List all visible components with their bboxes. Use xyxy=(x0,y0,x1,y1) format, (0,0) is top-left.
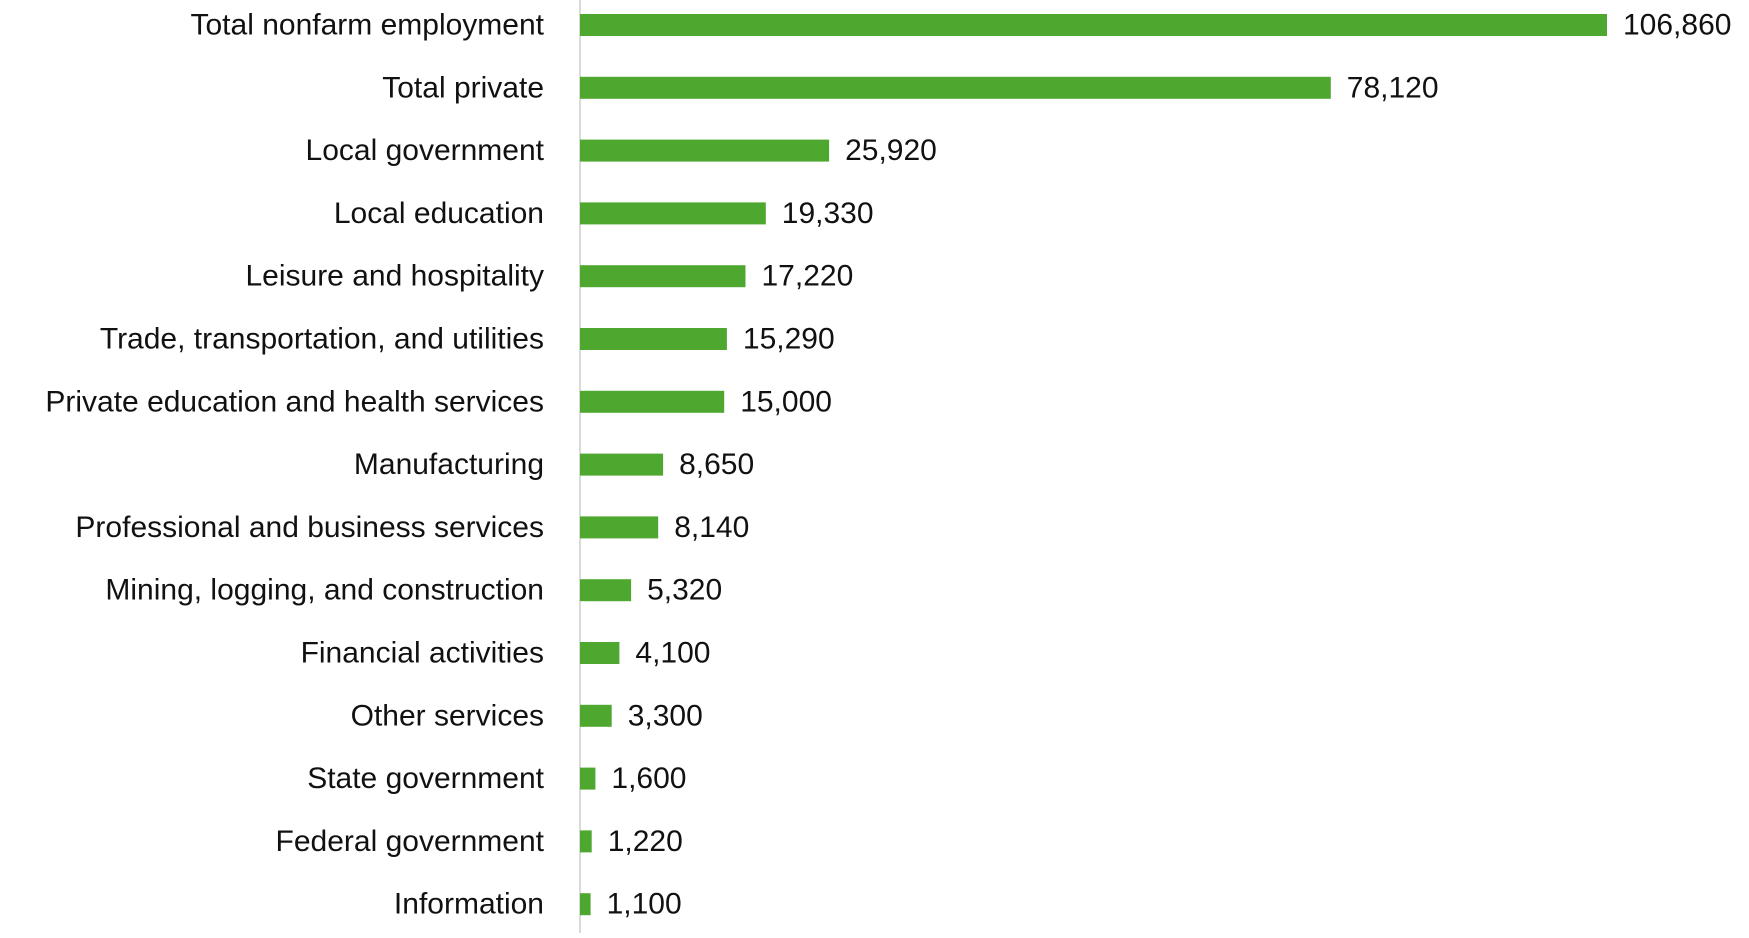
bar xyxy=(580,704,612,727)
category-label: Financial activities xyxy=(301,637,544,670)
data-label: 8,140 xyxy=(674,511,749,544)
bar xyxy=(580,830,592,853)
category-label: Local government xyxy=(306,134,545,167)
category-label: State government xyxy=(307,762,544,795)
category-label: Federal government xyxy=(276,825,545,858)
bar xyxy=(580,390,725,413)
category-label: Local education xyxy=(334,197,544,230)
category-label: Leisure and hospitality xyxy=(245,260,544,293)
data-label: 3,300 xyxy=(628,699,703,732)
category-label: Total nonfarm employment xyxy=(191,9,545,42)
data-label: 15,000 xyxy=(740,385,832,418)
bar xyxy=(580,76,1331,99)
bar xyxy=(580,893,591,916)
bar xyxy=(580,14,1607,36)
data-label: 8,650 xyxy=(679,448,754,481)
data-label: 4,100 xyxy=(635,637,710,670)
data-label: 1,220 xyxy=(608,825,683,858)
data-label: 106,860 xyxy=(1623,9,1731,42)
data-label: 78,120 xyxy=(1347,71,1439,104)
bar xyxy=(580,516,659,539)
data-label: 15,290 xyxy=(743,323,835,356)
category-label: Trade, transportation, and utilities xyxy=(100,323,544,356)
data-label: 5,320 xyxy=(647,574,722,607)
bar xyxy=(580,202,766,225)
data-label: 1,100 xyxy=(607,888,682,921)
bar xyxy=(580,265,746,288)
data-label: 17,220 xyxy=(762,260,854,293)
category-labels-group: Total nonfarm employment Total private Loc… xyxy=(45,9,544,921)
bar xyxy=(580,642,620,664)
data-label: 25,920 xyxy=(845,134,937,167)
category-label: Private education and health services xyxy=(45,385,544,418)
category-label: Total private xyxy=(382,71,544,104)
category-label: Mining, logging, and construction xyxy=(105,574,544,607)
bar xyxy=(580,328,727,350)
category-label: Professional and business services xyxy=(75,511,544,544)
data-label: 19,330 xyxy=(782,197,874,230)
category-label: Other services xyxy=(351,699,544,732)
data-labels-group: 106,860 78,120 25,920 19,330 17,220 15,290 15,… xyxy=(607,9,1732,921)
data-label: 1,600 xyxy=(611,762,686,795)
bar xyxy=(580,579,632,602)
bar xyxy=(580,453,664,476)
bar xyxy=(580,767,596,790)
bars-group xyxy=(580,14,1607,916)
category-label: Manufacturing xyxy=(354,448,544,481)
category-label: Information xyxy=(394,888,544,921)
bar xyxy=(580,139,830,162)
